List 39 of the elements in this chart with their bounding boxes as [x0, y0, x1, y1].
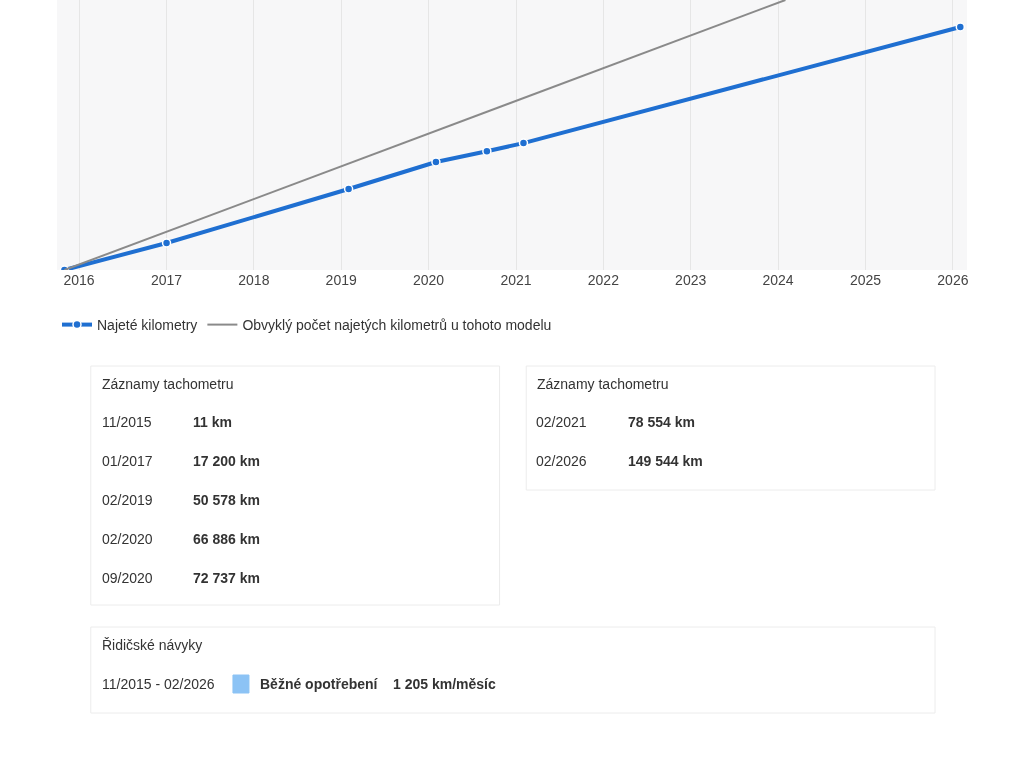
text: Řidičské návyky: [102, 637, 203, 653]
text: 11/2015 - 02/2026: [102, 676, 215, 692]
text: Běžné opotřebení: [260, 676, 379, 692]
text: 01/2017: [102, 453, 153, 469]
point: [431, 157, 441, 167]
legend-label: Najeté kilometry: [97, 317, 198, 334]
text: Záznamy tachometru: [102, 376, 234, 392]
x-tick-label: 2026: [937, 272, 969, 288]
legend-label: Obvyklý počet najetých kilometrů u tohoto modelu: [242, 317, 552, 334]
text: 72 737 km: [193, 570, 260, 586]
point: [955, 22, 966, 32]
x-tick-label: 2019: [325, 272, 357, 288]
text: 66 886 km: [193, 531, 260, 547]
text: 78 554 km: [628, 414, 695, 430]
x-tick-label: 2025: [849, 272, 882, 288]
x-tick-label: 2020: [412, 272, 445, 288]
x-tick-label: 2021: [500, 272, 532, 288]
point: [482, 146, 492, 156]
text: 02/2019: [102, 492, 153, 508]
x-tick-label: 2024: [762, 272, 794, 288]
text: 02/2020: [102, 531, 153, 547]
text: 149 544 km: [628, 453, 703, 469]
point: [518, 138, 529, 148]
text: Záznamy tachometru: [537, 376, 669, 392]
x-tick-label: 2023: [675, 272, 707, 288]
text: 50 578 km: [193, 492, 260, 508]
x-tick-label: 2022: [587, 272, 620, 288]
point: [161, 238, 172, 248]
text: 02/2026: [536, 453, 587, 469]
x-tick-label: 2017: [150, 272, 183, 288]
text: 02/2021: [536, 414, 587, 430]
text: 11/2015: [102, 414, 152, 430]
text: 11 km: [193, 414, 232, 430]
text: 09/2020: [102, 570, 153, 586]
x-tick-label: 2018: [238, 272, 270, 288]
text: 1 205 km/měsíc: [393, 676, 496, 692]
x-tick-label: 2016: [63, 272, 95, 288]
point: [343, 184, 354, 194]
text: 17 200 km: [193, 453, 260, 469]
